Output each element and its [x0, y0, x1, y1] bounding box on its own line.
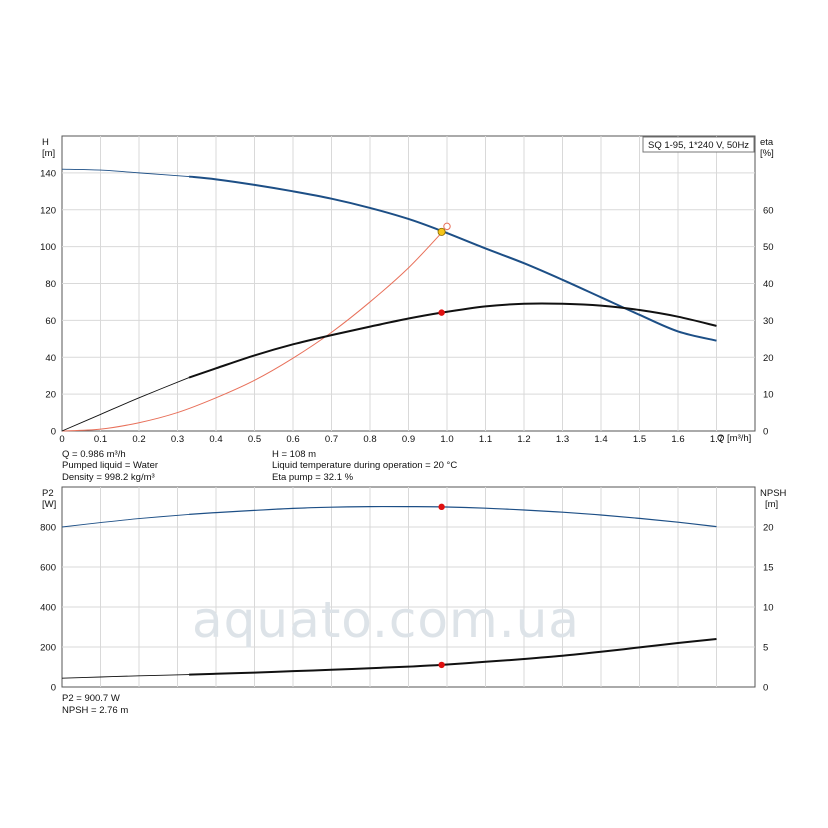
- series-p2-line-extrapolated: [61, 513, 190, 528]
- info-p2: P2 = 900.7 W: [62, 693, 120, 704]
- x-tick-label: 0.5: [248, 434, 261, 445]
- y2-tick-label: 0: [763, 427, 768, 438]
- y2-tick-label: 60: [763, 205, 774, 216]
- series-system-line: [61, 232, 442, 432]
- y-tick-label: 0: [51, 427, 56, 438]
- y2-tick-label: 30: [763, 316, 774, 327]
- y-tick-label: 140: [40, 168, 56, 179]
- y2-tick-label: 20: [763, 523, 774, 534]
- x-tick-label: 1.1: [479, 434, 492, 445]
- operating-point-marker: [437, 227, 446, 236]
- info-liquid-temperature: Liquid temperature during operation = 20…: [272, 460, 457, 471]
- chart-title-box: [642, 136, 755, 153]
- bottom-y2-axis-label-line1: NPSH: [760, 488, 787, 499]
- y-tick-label: 600: [40, 563, 56, 574]
- y2-tick-label: 20: [763, 353, 774, 364]
- bottom-info-block: P2 = 900.7 W NPSH = 2.76 m: [62, 693, 128, 716]
- y-tick-label: 40: [45, 353, 56, 364]
- x-tick-label: 1.6: [671, 434, 684, 445]
- watermark: aquato.com.ua: [192, 591, 580, 649]
- top-y-tick-labels: 0 20 40 60 80 100 120 140: [40, 168, 56, 437]
- bottom-y2-tick-labels: 0 5 10 15 20: [763, 523, 774, 694]
- x-tick-label: 1.5: [633, 434, 646, 445]
- top-series: [61, 168, 717, 432]
- y2-tick-label: 0: [763, 683, 768, 694]
- x-tick-label: 0.9: [402, 434, 415, 445]
- y2-tick-label: 40: [763, 279, 774, 290]
- info-density: Density = 998.2 kg/m³: [62, 472, 155, 483]
- bottom-y-tick-labels: 0 200 400 600 800: [40, 523, 56, 694]
- x-tick-label: 1.4: [594, 434, 607, 445]
- y-tick-label: 0: [51, 683, 56, 694]
- npsh-duty-marker: [438, 661, 445, 669]
- x-tick-label: 0.1: [94, 434, 107, 445]
- y2-tick-label: 10: [763, 603, 774, 614]
- x-axis-label: Q [m³/h]: [717, 433, 751, 444]
- x-tick-label: 0.7: [325, 434, 338, 445]
- y-tick-label: 80: [45, 279, 56, 290]
- power-npsh-chart: aquato.com.ua 0 200 400 600 800 0 5 10 15 20 P2 …: [40, 486, 787, 716]
- x-tick-label: 1.2: [517, 434, 530, 445]
- y-tick-label: 60: [45, 316, 56, 327]
- series-eta-line-extrapolated: [61, 377, 190, 432]
- y-tick-label: 20: [45, 390, 56, 401]
- bottom-y-axis-label-line1: P2: [42, 488, 54, 499]
- y2-tick-label: 5: [763, 643, 768, 654]
- info-head: H = 108 m: [272, 449, 316, 460]
- head-efficiency-chart: 0 0.1 0.2 0.3 0.4 0.5 0.6 0.7 0.8 0.9 1.0 1.1 1.2 1.3…: [40, 135, 774, 483]
- y-tick-label: 120: [40, 205, 56, 216]
- y2-tick-label: 10: [763, 390, 774, 401]
- y-tick-label: 400: [40, 603, 56, 614]
- y2-tick-label: 15: [763, 563, 774, 574]
- top-y2-axis-label-line2: [%]: [760, 148, 774, 159]
- info-pumped-liquid: Pumped liquid = Water: [62, 460, 158, 471]
- info-eta-pump: Eta pump = 32.1 %: [272, 472, 354, 483]
- top-y2-tick-labels: 0 10 20 30 40 50 60: [763, 205, 774, 437]
- x-tick-label: 1.3: [556, 434, 569, 445]
- y-tick-label: 800: [40, 523, 56, 534]
- x-tick-label: 0.8: [363, 434, 376, 445]
- x-tick-label: 0.3: [171, 434, 184, 445]
- info-npsh: NPSH = 2.76 m: [62, 705, 128, 716]
- bottom-grid: [62, 487, 755, 687]
- top-y2-axis-label-line1: eta: [760, 137, 774, 148]
- series-npsh-line-extrapolated: [61, 674, 190, 679]
- eta-duty-marker: [438, 309, 445, 316]
- bottom-y2-axis-label-line2: [m]: [765, 499, 778, 510]
- y-tick-label: 200: [40, 643, 56, 654]
- y2-tick-label: 50: [763, 242, 774, 253]
- bottom-series: [61, 503, 717, 679]
- y-tick-label: 100: [40, 242, 56, 253]
- top-x-tick-labels: 0 0.1 0.2 0.3 0.4 0.5 0.6 0.7 0.8 0.9 1.0 1.1 1.2 1.3…: [59, 434, 723, 445]
- x-tick-label: 1.7: [710, 434, 723, 445]
- bottom-y-axis-label-line2: [W]: [42, 499, 56, 510]
- system-curve-end-marker: [443, 222, 451, 231]
- x-tick-label: 0: [59, 434, 64, 445]
- x-tick-label: 0.2: [132, 434, 145, 445]
- info-flow: Q = 0.986 m³/h: [62, 449, 126, 460]
- p2-duty-marker: [438, 503, 445, 511]
- chart-title: SQ 1-95, 1*240 V, 50Hz: [648, 140, 749, 151]
- top-y-axis-label-line2: [m]: [42, 148, 55, 159]
- series-h-line-extrapolated: [61, 168, 190, 178]
- x-tick-label: 1.0: [440, 434, 453, 445]
- top-grid: [62, 136, 755, 431]
- x-tick-label: 0.6: [286, 434, 299, 445]
- top-info-block: Q = 0.986 m³/h Pumped liquid = Water Den…: [62, 449, 457, 483]
- top-y-axis-label-line1: H: [42, 137, 49, 148]
- x-tick-label: 0.4: [209, 434, 222, 445]
